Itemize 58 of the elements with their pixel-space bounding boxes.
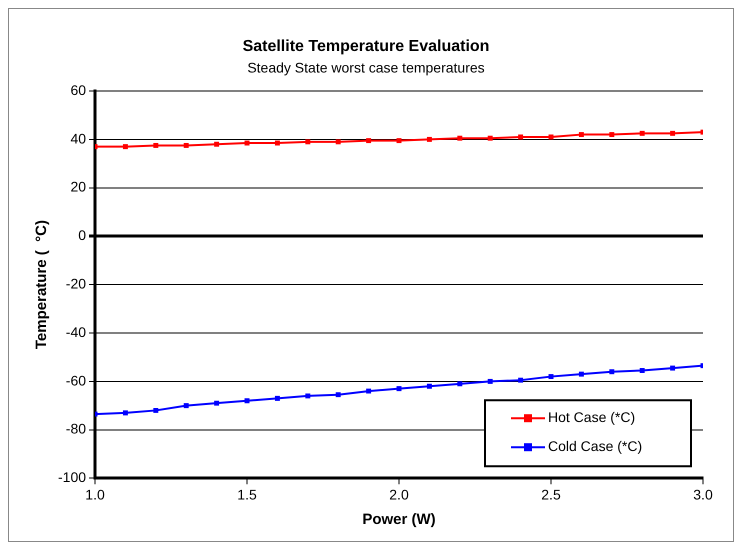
y-tick-label: -40 bbox=[66, 324, 86, 340]
point bbox=[609, 132, 614, 138]
point bbox=[518, 378, 524, 383]
point bbox=[488, 378, 493, 384]
point bbox=[184, 403, 189, 408]
point bbox=[274, 396, 280, 401]
y-axis-title: Temperature ( °C) bbox=[33, 220, 50, 350]
y-tick-label: 40 bbox=[70, 130, 86, 146]
point bbox=[153, 142, 158, 148]
point bbox=[609, 369, 614, 374]
point bbox=[244, 398, 250, 404]
y-tick-label: 0 bbox=[78, 227, 86, 244]
x-tick-label: 2.0 bbox=[389, 486, 409, 502]
point bbox=[640, 368, 645, 373]
point bbox=[548, 134, 554, 140]
y-tick-label: 60 bbox=[70, 82, 86, 98]
x-axis-title: Power (W) bbox=[362, 511, 436, 528]
point bbox=[244, 140, 250, 146]
y-tick-label: -20 bbox=[66, 275, 86, 292]
point bbox=[214, 142, 220, 147]
point bbox=[640, 130, 645, 136]
x-tick-label: 1.5 bbox=[237, 486, 257, 502]
point bbox=[426, 136, 432, 142]
point bbox=[488, 136, 493, 141]
point bbox=[396, 386, 402, 392]
chart-subtitle: Steady State worst case temperatures bbox=[247, 59, 485, 76]
x-tick-label: 2.5 bbox=[541, 486, 561, 502]
chart-title: Satellite Temperature Evaluation bbox=[242, 38, 490, 56]
point bbox=[305, 139, 310, 144]
point bbox=[184, 142, 189, 148]
point bbox=[366, 388, 372, 394]
point bbox=[578, 132, 584, 138]
point bbox=[670, 366, 676, 371]
point bbox=[305, 393, 310, 398]
legend-label: Hot Case (*C) bbox=[548, 409, 636, 426]
x-tick-label: 1.0 bbox=[85, 486, 105, 502]
y-tick-label: -100 bbox=[58, 469, 86, 486]
y-tick-label: -80 bbox=[66, 420, 86, 437]
point bbox=[457, 381, 462, 386]
point bbox=[122, 144, 128, 150]
y-tick-label: -60 bbox=[66, 372, 86, 388]
point bbox=[336, 139, 341, 144]
point bbox=[457, 136, 462, 141]
point bbox=[366, 138, 372, 144]
point bbox=[548, 374, 554, 380]
point bbox=[396, 138, 402, 144]
point bbox=[122, 410, 128, 416]
point bbox=[336, 392, 341, 398]
point bbox=[153, 408, 158, 413]
y-tick-label: 20 bbox=[70, 178, 86, 195]
legend-label: Cold Case (*C) bbox=[548, 438, 642, 454]
point bbox=[518, 134, 524, 140]
x-tick-label: 3.0 bbox=[693, 486, 713, 502]
point bbox=[214, 400, 220, 406]
point bbox=[670, 130, 676, 136]
point bbox=[426, 384, 432, 389]
point bbox=[578, 372, 584, 377]
point bbox=[274, 140, 280, 146]
